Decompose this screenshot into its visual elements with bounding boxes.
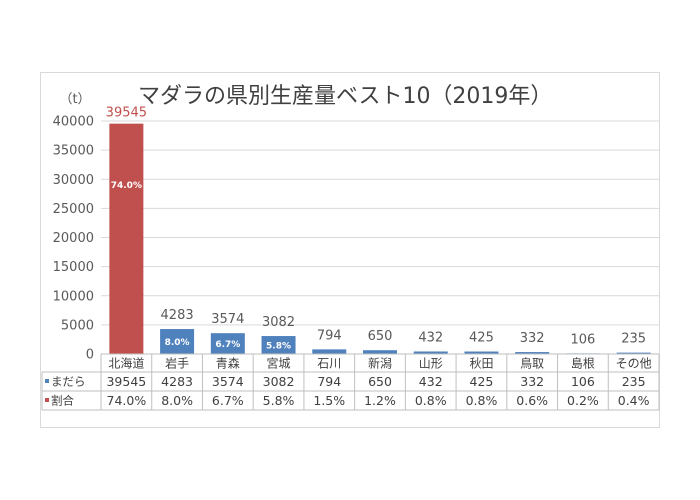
table-share-cell: 1.5% [313, 393, 345, 408]
category-label: 新潟 [368, 356, 392, 371]
bar [616, 352, 651, 354]
table-value-cell: 235 [622, 374, 646, 389]
bar [515, 352, 550, 354]
share-in-bar-label: 5.8% [266, 342, 291, 352]
legend-key-madara [45, 379, 49, 383]
category-label: 石川 [317, 357, 341, 371]
table-share-cell: 5.8% [263, 393, 295, 408]
table-value-cell: 432 [419, 374, 443, 389]
table-share-cell: 1.2% [364, 393, 396, 408]
chart-title: マダラの県別生産量ベスト10（2019年） [138, 84, 552, 109]
y-tick-label: 40000 [53, 115, 94, 130]
value-label: 4283 [161, 308, 194, 323]
bar-chart: マダラの県別生産量ベスト10（2019年） （t） 0 5000 10000 1500… [41, 84, 660, 411]
y-tick-label: 30000 [53, 173, 94, 188]
gridlines [101, 120, 659, 355]
value-label: 3082 [262, 315, 295, 330]
legend-key-share [45, 398, 49, 402]
table-share-cell: 0.4% [618, 393, 650, 408]
table-share-cell: 0.2% [567, 393, 599, 408]
y-tick-label: 5000 [61, 318, 94, 333]
category-label: 鳥取 [520, 356, 544, 371]
category-label: 青森 [216, 356, 240, 371]
chart-frame: マダラの県別生産量ベスト10（2019年） （t） 0 5000 10000 1500… [40, 72, 660, 428]
data-labels: 39545 4283 3574 3082 794 650 432 425 332 106 235 74… [106, 106, 646, 352]
table-value-cell: 39545 [106, 374, 146, 389]
value-label: 650 [368, 329, 393, 344]
table-share-cell: 0.8% [466, 393, 498, 408]
y-tick-label: 25000 [53, 202, 94, 217]
value-label: 39545 [106, 106, 147, 121]
value-label: 235 [621, 332, 646, 347]
value-label: 432 [418, 330, 443, 345]
category-label: 島根 [571, 356, 595, 371]
value-label: 106 [570, 332, 595, 347]
share-in-bar-label: 74.0% [111, 181, 142, 191]
category-label: 宮城 [267, 356, 291, 371]
legend-label-share: 割合 [51, 394, 74, 408]
table-value-cell: 650 [368, 374, 392, 389]
table-value-cell: 425 [470, 374, 494, 389]
y-tick-label: 20000 [53, 231, 94, 246]
table-value-cell: 106 [571, 374, 595, 389]
category-label: その他 [616, 357, 652, 371]
value-label: 425 [469, 331, 494, 346]
bar [261, 336, 296, 354]
table-value-cell: 3574 [212, 374, 244, 389]
category-label: 岩手 [165, 356, 189, 371]
legend-label-madara: まだら [51, 375, 86, 389]
bar [160, 329, 195, 354]
bars [109, 123, 651, 355]
bar [413, 351, 448, 354]
table-value-cell: 332 [520, 374, 544, 389]
value-label: 3574 [211, 312, 244, 327]
bar [464, 351, 499, 354]
table-value-cell: 4283 [161, 374, 193, 389]
category-label: 山形 [419, 357, 443, 371]
y-tick-label: 35000 [53, 144, 94, 159]
y-tick-label: 10000 [53, 289, 94, 304]
share-in-bar-label: 8.0% [165, 338, 190, 348]
category-label: 北海道 [108, 356, 144, 371]
table-share-cell: 8.0% [161, 393, 193, 408]
table-value-cell: 3082 [263, 374, 295, 389]
table-share-cell: 0.6% [516, 393, 548, 408]
category-label: 秋田 [469, 357, 493, 371]
table-share-cell: 74.0% [107, 393, 147, 408]
bar [363, 350, 397, 354]
table-share-cell: 6.7% [212, 393, 244, 408]
bar [210, 333, 245, 354]
y-tick-label: 0 [86, 348, 94, 363]
table-value-cell: 794 [317, 374, 341, 389]
y-axis: 0 5000 10000 15000 20000 25000 30000 35000 40000 [53, 115, 94, 363]
table-share-cell: 0.8% [415, 393, 447, 408]
value-label: 794 [317, 328, 342, 343]
y-tick-label: 15000 [53, 260, 94, 275]
bar [312, 349, 347, 354]
unit-label: （t） [59, 92, 90, 107]
share-in-bar-label: 6.7% [215, 340, 240, 350]
bar [109, 123, 144, 354]
value-label: 332 [520, 331, 545, 346]
